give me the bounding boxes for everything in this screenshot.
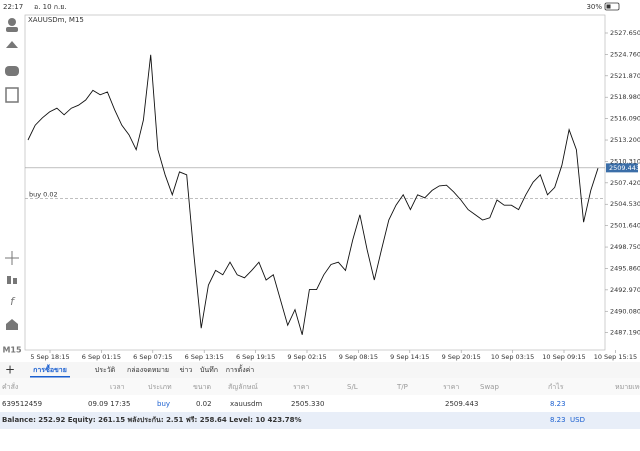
x-tick-label: 6 Sep 19:15 bbox=[236, 353, 275, 361]
footer-currency: USD bbox=[570, 416, 585, 424]
x-tick-label: 6 Sep 07:15 bbox=[133, 353, 172, 361]
cell-time[interactable]: 09.09 17:35 bbox=[88, 400, 130, 408]
column-header: เวลา bbox=[110, 383, 125, 391]
icon-crosshair[interactable] bbox=[5, 251, 19, 265]
column-header: ประเภท bbox=[148, 383, 172, 391]
chart-title: XAUUSDm, M15 bbox=[28, 16, 84, 24]
icon-candles[interactable] bbox=[7, 276, 11, 284]
cell-type[interactable]: buy bbox=[157, 400, 170, 408]
x-tick-label: 10 Sep 03:15 bbox=[491, 353, 534, 361]
y-tick-label: 2490.080 bbox=[610, 307, 640, 315]
tab[interactable]: ข่าว bbox=[180, 366, 193, 374]
y-tick-label: 2487.190 bbox=[610, 329, 640, 337]
cell-price[interactable]: 2505.330 bbox=[291, 400, 324, 408]
column-header: S/L bbox=[347, 383, 358, 391]
bid-label: 2509.443 bbox=[609, 164, 640, 172]
y-tick-label: 2510.310 bbox=[610, 157, 640, 165]
y-tick-label: 2513.200 bbox=[610, 136, 640, 144]
y-tick-label: 2521.870 bbox=[610, 72, 640, 80]
cell-symbol[interactable]: xauusdm bbox=[230, 400, 262, 408]
tab[interactable]: กล่องจดหมาย bbox=[127, 366, 169, 374]
y-tick-label: 2507.420 bbox=[610, 179, 640, 187]
column-header: ราคา bbox=[293, 383, 309, 391]
icon-candles-2 bbox=[13, 278, 17, 284]
column-header: T/P bbox=[396, 383, 408, 391]
column-header: Swap bbox=[480, 383, 499, 391]
icon-account[interactable] bbox=[8, 18, 16, 26]
timeframe[interactable]: M15 bbox=[2, 346, 22, 355]
tab[interactable]: การซื้อขาย bbox=[33, 363, 67, 374]
tab[interactable]: การตั้งค่า bbox=[226, 363, 255, 374]
cell-size[interactable]: 0.02 bbox=[196, 400, 212, 408]
order-label: buy 0.02 bbox=[29, 190, 58, 198]
cell-current[interactable]: 2509.443 bbox=[445, 400, 478, 408]
y-tick-label: 2492.970 bbox=[610, 286, 640, 294]
add-button[interactable]: + bbox=[5, 363, 15, 377]
y-tick-label: 2495.860 bbox=[610, 264, 640, 272]
toolbar: f bbox=[5, 18, 19, 330]
x-tick-label: 9 Sep 14:15 bbox=[390, 353, 429, 361]
y-tick-label: 2527.650 bbox=[610, 29, 640, 37]
icon-new[interactable] bbox=[5, 87, 19, 103]
footer-profit: 8.23 bbox=[550, 416, 566, 424]
x-tick-label: 9 Sep 02:15 bbox=[287, 353, 326, 361]
tab[interactable]: บันทึก bbox=[200, 365, 218, 374]
chart-frame bbox=[24, 14, 606, 351]
y-tick-label: 2518.980 bbox=[610, 93, 640, 101]
cell-order[interactable]: 639512459 bbox=[2, 400, 42, 408]
x-tick-label: 9 Sep 08:15 bbox=[339, 353, 378, 361]
active-tab-underline bbox=[30, 376, 70, 378]
column-header: ราคา bbox=[443, 383, 459, 391]
y-tick-label: 2516.090 bbox=[610, 115, 640, 123]
y-tick-label: 2501.640 bbox=[610, 222, 640, 230]
table-header-bg bbox=[0, 378, 640, 395]
price-line bbox=[27, 54, 599, 335]
battery-icon bbox=[604, 2, 620, 11]
icon-indicators[interactable]: f bbox=[10, 295, 16, 308]
column-header: กำไร bbox=[548, 382, 564, 391]
footer-summary: Balance: 252.92 Equity: 261.15 พลังประกั… bbox=[2, 416, 302, 424]
x-tick-label: 10 Sep 15:15 bbox=[594, 353, 637, 361]
x-tick-label: 10 Sep 09:15 bbox=[542, 353, 585, 361]
footer-bg bbox=[0, 412, 640, 429]
column-header: ขนาด bbox=[193, 383, 211, 391]
x-tick-label: 5 Sep 18:15 bbox=[30, 353, 69, 361]
cell-profit[interactable]: 8.23 bbox=[550, 400, 566, 408]
y-tick-label: 2498.750 bbox=[610, 243, 640, 251]
icon-objects[interactable] bbox=[6, 319, 18, 330]
column-header: คำสั่ง bbox=[2, 382, 18, 391]
y-tick-label: 2524.760 bbox=[610, 50, 640, 58]
bid-box bbox=[606, 163, 638, 173]
battery-level bbox=[606, 4, 611, 9]
x-tick-label: 9 Sep 20:15 bbox=[442, 353, 481, 361]
tab-bar bbox=[0, 362, 640, 378]
y-tick-label: 2504.530 bbox=[610, 200, 640, 208]
x-tick-label: 6 Sep 13:15 bbox=[185, 353, 224, 361]
column-header: สัญลักษณ์ bbox=[228, 383, 258, 391]
status-time: 22:17 bbox=[3, 3, 23, 11]
icon-account-body bbox=[6, 27, 18, 32]
icon-chat[interactable] bbox=[5, 66, 19, 76]
tab[interactable]: ประวัติ bbox=[95, 366, 116, 374]
column-header: หมายเหตุ bbox=[615, 383, 640, 391]
icon-trade[interactable] bbox=[6, 41, 18, 48]
x-tick-label: 6 Sep 01:15 bbox=[82, 353, 121, 361]
status-date: อ. 10 ก.ย. bbox=[34, 3, 67, 11]
battery-text: 30% bbox=[586, 3, 602, 11]
